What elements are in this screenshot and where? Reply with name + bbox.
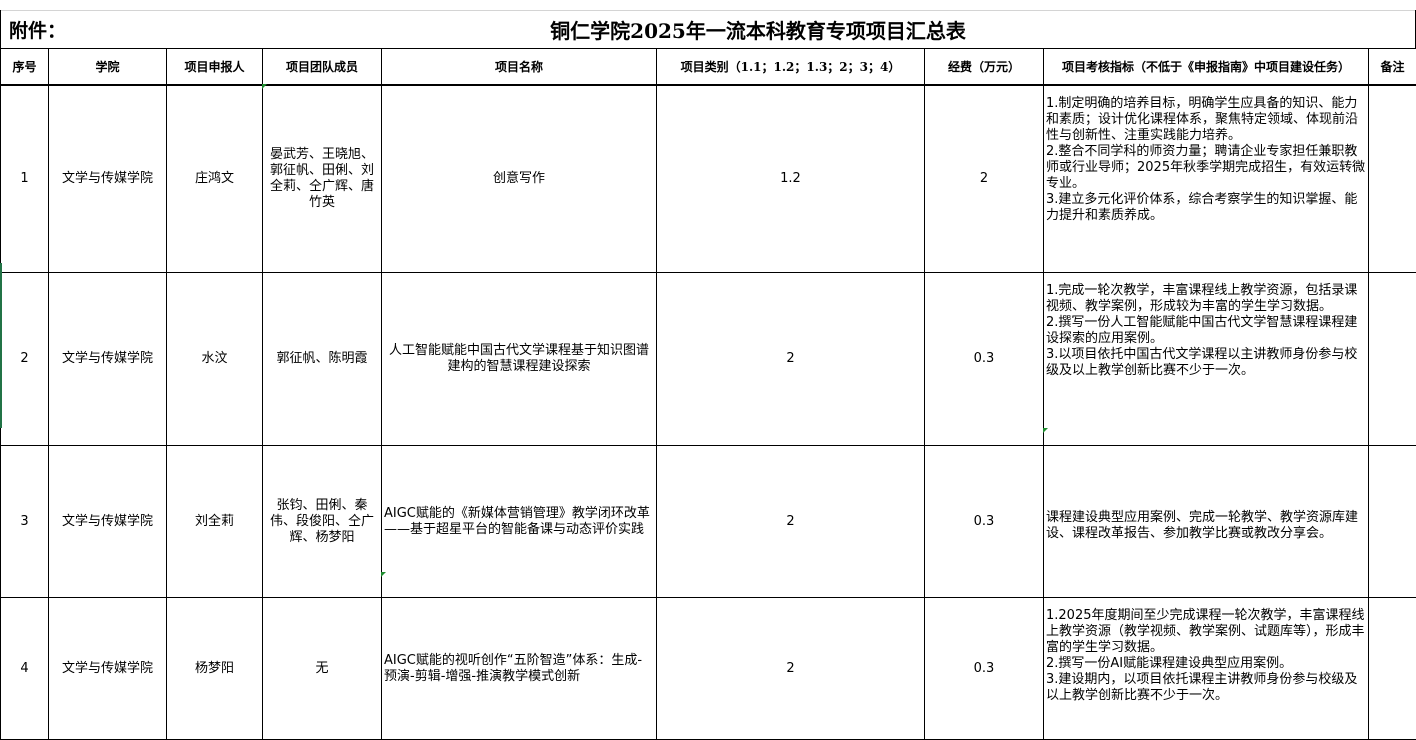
cell-college[interactable]: 文学与传媒学院 xyxy=(49,85,167,273)
cell-name[interactable]: AIGC赋能的《新媒体营销管理》教学闭环改革——基于超星平台的智能备课与动态评价… xyxy=(382,446,657,598)
objective-line: 2.整合不同学科的师资力量；聘请企业专家担任兼职教师或行业导师；2025年秋季学… xyxy=(1046,144,1366,192)
cell-applicant[interactable]: 水汶 xyxy=(167,273,263,446)
header-cell[interactable]: 序号 xyxy=(1,49,49,86)
cell-name[interactable]: AIGC赋能的视听创作“五阶智造”体系：生成-预演-剪辑-增强-推演教学模式创新 xyxy=(382,598,657,740)
header-row: 序号 学院 项目申报人 项目团队成员 项目名称 项目类别（1.1；1.2；1.3… xyxy=(1,49,1416,86)
cell-funding[interactable]: 0.3 xyxy=(925,273,1044,446)
cell-no[interactable]: 1 xyxy=(1,85,49,273)
cell-funding[interactable]: 0.3 xyxy=(925,598,1044,740)
cell-no[interactable]: 2 xyxy=(1,273,49,446)
cell-category[interactable]: 2 xyxy=(657,598,925,740)
cell-note[interactable] xyxy=(1369,598,1416,740)
title-row[interactable]: 附件： 铜仁学院2025年一流本科教育专项项目汇总表 xyxy=(0,10,1416,48)
header-cell[interactable]: 项目考核指标（不低于《申报指南》中项目建设任务） xyxy=(1044,49,1369,86)
cell-objectives[interactable]: 1.制定明确的培养目标，明确学生应具备的知识、能力和素质；设计优化课程体系，聚焦… xyxy=(1044,85,1369,273)
sheet-title: 铜仁学院2025年一流本科教育专项项目汇总表 xyxy=(1,15,1415,44)
objective-line: 3.以项目依托中国古代文学课程以主讲教师身份参与校级及以上教学创新比赛不少于一次… xyxy=(1046,347,1366,379)
header-cell[interactable]: 项目团队成员 xyxy=(263,49,382,86)
objective-line: 1.制定明确的培养目标，明确学生应具备的知识、能力和素质；设计优化课程体系，聚焦… xyxy=(1046,96,1366,144)
objective-line: 2.撰写一份AI赋能课程建设典型应用案例。 xyxy=(1046,656,1366,672)
cell-category[interactable]: 2 xyxy=(657,273,925,446)
cell-funding[interactable]: 0.3 xyxy=(925,446,1044,598)
cell-name[interactable]: 人工智能赋能中国古代文学课程基于知识图谱建构的智慧课程建设探索 xyxy=(382,273,657,446)
cell-objectives[interactable]: 1.完成一轮次教学，丰富课程线上教学资源，包括录课视频、教学案例，形成较为丰富的… xyxy=(1044,273,1369,446)
comment-marker-icon[interactable] xyxy=(381,572,386,577)
objective-line: 3.建立多元化评价体系，综合考察学生的知识掌握、能力提升和素质养成。 xyxy=(1046,192,1366,224)
cell-funding[interactable]: 2 xyxy=(925,85,1044,273)
objective-line: 3.建设期内，以项目依托课程主讲教师身份参与校级及以上教学创新比赛不少于一次。 xyxy=(1046,672,1366,704)
cell-applicant[interactable]: 刘全莉 xyxy=(167,446,263,598)
cell-applicant[interactable]: 杨梦阳 xyxy=(167,598,263,740)
cell-team[interactable]: 晏武芳、王晓旭、郭征帆、田俐、刘全莉、仝广辉、唐竹英 xyxy=(263,85,382,273)
comment-marker-icon[interactable] xyxy=(1043,428,1048,433)
cell-objectives[interactable]: 1.2025年度期间至少完成课程一轮次教学，丰富课程线上教学资源（教学视频、教学… xyxy=(1044,598,1369,740)
cell-team[interactable]: 无 xyxy=(263,598,382,740)
cell-no[interactable]: 4 xyxy=(1,598,49,740)
cell-note[interactable] xyxy=(1369,85,1416,273)
cell-category[interactable]: 1.2 xyxy=(657,85,925,273)
header-cell[interactable]: 项目申报人 xyxy=(167,49,263,86)
header-cell[interactable]: 经费（万元） xyxy=(925,49,1044,86)
objective-line: 2.撰写一份人工智能赋能中国古代文学智慧课程课程建设探索的应用案例。 xyxy=(1046,315,1366,347)
cell-name[interactable]: 创意写作 xyxy=(382,85,657,273)
header-cell[interactable]: 项目类别（1.1；1.2；1.3；2；3；4） xyxy=(657,49,925,86)
cell-note[interactable] xyxy=(1369,273,1416,446)
summary-table: 序号 学院 项目申报人 项目团队成员 项目名称 项目类别（1.1；1.2；1.3… xyxy=(0,48,1416,740)
selection-indicator xyxy=(0,263,2,428)
objective-line: 1.2025年度期间至少完成课程一轮次教学，丰富课程线上教学资源（教学视频、教学… xyxy=(1046,608,1366,656)
cell-college[interactable]: 文学与传媒学院 xyxy=(49,273,167,446)
cell-objectives[interactable]: 课程建设典型应用案例、完成一轮教学、教学资源库建设、课程改革报告、参加教学比赛或… xyxy=(1044,446,1369,598)
comment-marker-icon[interactable] xyxy=(262,84,267,89)
header-cell[interactable]: 备注 xyxy=(1369,49,1416,86)
cell-college[interactable]: 文学与传媒学院 xyxy=(49,598,167,740)
cell-note[interactable] xyxy=(1369,446,1416,598)
header-cell[interactable]: 学院 xyxy=(49,49,167,86)
cell-team[interactable]: 郭征帆、陈明霞 xyxy=(263,273,382,446)
cell-team[interactable]: 张钧、田俐、秦伟、段俊阳、仝广辉、杨梦阳 xyxy=(263,446,382,598)
header-cell[interactable]: 项目名称 xyxy=(382,49,657,86)
cell-category[interactable]: 2 xyxy=(657,446,925,598)
cell-no[interactable]: 3 xyxy=(1,446,49,598)
objective-line: 课程建设典型应用案例、完成一轮教学、教学资源库建设、课程改革报告、参加教学比赛或… xyxy=(1046,510,1366,542)
cell-applicant[interactable]: 庄鸿文 xyxy=(167,85,263,273)
cell-college[interactable]: 文学与传媒学院 xyxy=(49,446,167,598)
objective-line: 1.完成一轮次教学，丰富课程线上教学资源，包括录课视频、教学案例，形成较为丰富的… xyxy=(1046,283,1366,315)
